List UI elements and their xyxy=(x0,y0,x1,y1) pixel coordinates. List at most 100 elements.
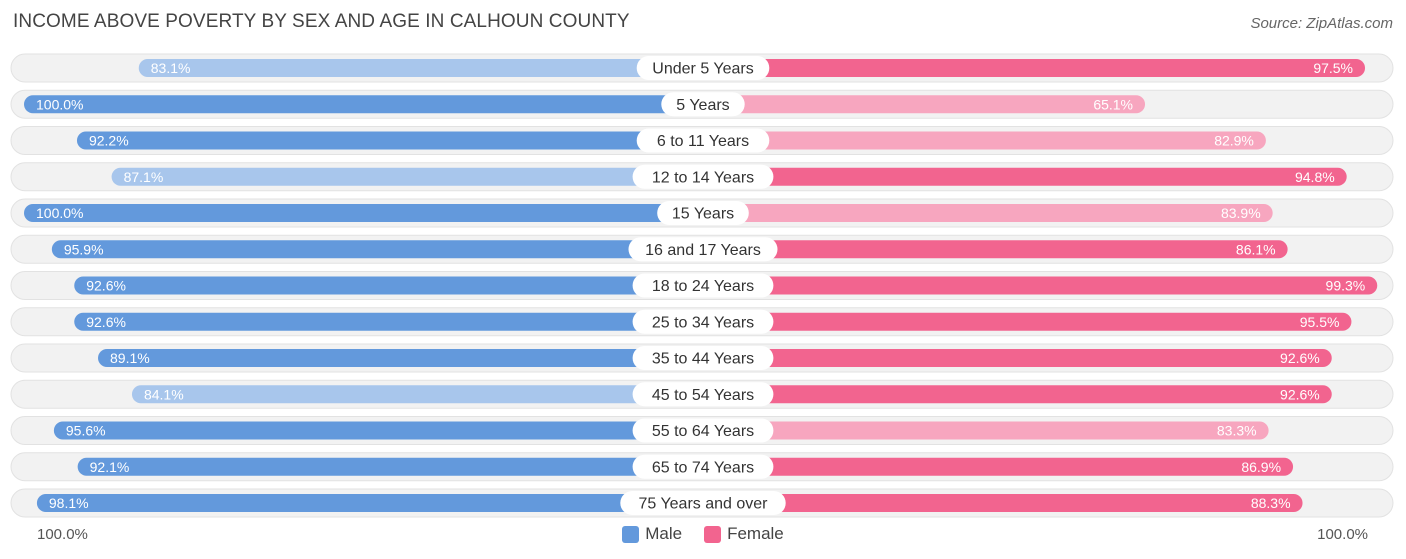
bar-male[interactable] xyxy=(36,494,703,512)
category-label: 5 Years xyxy=(676,97,729,114)
bar-male[interactable] xyxy=(74,276,704,295)
chart-row: 95.6% 83.3% 55 to 64 Years xyxy=(10,416,1394,445)
value-label-female: 65.1% xyxy=(1093,96,1133,112)
value-label-female: 83.9% xyxy=(1221,205,1261,221)
category-pill xyxy=(632,273,774,298)
bar-male[interactable] xyxy=(131,385,703,404)
chart-row: 87.1% 94.8% 12 to 14 Years xyxy=(10,162,1394,192)
value-label-female: 86.9% xyxy=(1241,459,1281,475)
value-label-male: 95.9% xyxy=(64,241,104,257)
value-label-male: 84.1% xyxy=(144,386,184,402)
bar-female[interactable] xyxy=(703,131,1266,150)
category-label: 35 to 44 Years xyxy=(652,351,754,368)
bar-female[interactable] xyxy=(703,494,1303,512)
category-label: 25 to 34 Years xyxy=(652,314,754,331)
value-label-female: 97.5% xyxy=(1313,60,1353,76)
bar-female[interactable] xyxy=(703,457,1294,476)
legend-swatch-female xyxy=(704,525,722,543)
bar-female[interactable] xyxy=(703,312,1352,331)
chart-row: 100.0% 83.9% 15 Years xyxy=(10,198,1394,228)
chart-row: 98.1% 88.3% 75 Years and over xyxy=(10,488,1394,518)
value-label-female: 82.9% xyxy=(1214,133,1254,149)
category-pill xyxy=(636,128,770,153)
source-label: Source: ZipAtlas.com xyxy=(1250,15,1393,32)
category-label: 15 Years xyxy=(672,206,734,223)
bar-male[interactable] xyxy=(53,421,704,440)
category-pill xyxy=(632,164,774,189)
chart-row: 84.1% 92.6% 45 to 54 Years xyxy=(10,379,1394,409)
chart-row: 100.0% 65.1% 5 Years xyxy=(10,89,1394,119)
bar-male[interactable] xyxy=(24,204,703,222)
bar-male[interactable] xyxy=(51,240,704,259)
value-label-male: 98.1% xyxy=(49,495,89,511)
legend-label-male: Male xyxy=(645,524,683,543)
bar-female[interactable] xyxy=(703,385,1332,404)
category-label: 75 Years and over xyxy=(639,496,769,513)
value-label-male: 83.1% xyxy=(151,60,191,76)
value-label-female: 92.6% xyxy=(1280,386,1320,402)
chart-row: 92.6% 95.5% 25 to 34 Years xyxy=(10,307,1394,337)
bar-male[interactable] xyxy=(74,312,704,331)
axis-right-label: 100.0% xyxy=(1317,526,1368,543)
legend-swatch-male xyxy=(622,525,640,543)
value-label-male: 100.0% xyxy=(36,205,83,221)
bar-male[interactable] xyxy=(24,95,703,114)
chart-row: 92.6% 99.3% 18 to 24 Years xyxy=(10,271,1394,300)
category-pill xyxy=(661,92,745,117)
chart-row: 92.1% 86.9% 65 to 74 Years xyxy=(10,452,1394,482)
bar-female[interactable] xyxy=(703,167,1347,186)
bar-male[interactable] xyxy=(76,131,704,150)
bar-female[interactable] xyxy=(703,421,1269,440)
value-label-male: 92.1% xyxy=(90,459,130,475)
chart-row: 89.1% 92.6% 35 to 44 Years xyxy=(10,343,1394,373)
bar-female[interactable] xyxy=(703,240,1288,259)
category-pill xyxy=(632,418,774,443)
value-label-female: 86.1% xyxy=(1236,241,1276,257)
category-label: 18 to 24 Years xyxy=(652,278,754,295)
value-label-male: 87.1% xyxy=(124,169,164,185)
value-label-female: 99.3% xyxy=(1326,278,1366,294)
value-label-male: 92.2% xyxy=(89,133,129,149)
category-label: 16 and 17 Years xyxy=(645,242,761,259)
category-pill xyxy=(632,382,774,407)
chart-row: 95.9% 86.1% 16 and 17 Years xyxy=(10,234,1394,264)
chart-row: 92.2% 82.9% 6 to 11 Years xyxy=(10,126,1394,155)
legend: Male Female xyxy=(0,524,1406,544)
bar-chart: 83.1% 97.5% Under 5 Years 100.0% 65.1% 5 Year… xyxy=(10,53,1394,518)
value-label-male: 95.6% xyxy=(66,423,106,439)
category-pill xyxy=(620,491,786,515)
category-label: 55 to 64 Years xyxy=(652,423,754,440)
category-pill xyxy=(632,309,774,334)
value-label-male: 92.6% xyxy=(86,278,126,294)
bar-male[interactable] xyxy=(111,167,703,186)
bar-female[interactable] xyxy=(703,276,1378,295)
category-label: 12 to 14 Years xyxy=(652,169,754,186)
value-label-male: 92.6% xyxy=(86,314,126,330)
bar-female[interactable] xyxy=(703,204,1273,222)
bar-male[interactable] xyxy=(98,349,704,367)
chart-title: INCOME ABOVE POVERTY BY SEX AND AGE IN C… xyxy=(13,11,630,32)
bar-female[interactable] xyxy=(703,59,1366,77)
category-label: 65 to 74 Years xyxy=(652,459,754,476)
value-label-female: 88.3% xyxy=(1251,495,1291,511)
legend-label-female: Female xyxy=(727,524,784,543)
value-label-female: 92.6% xyxy=(1280,350,1320,366)
bar-male[interactable] xyxy=(77,457,704,476)
bar-female[interactable] xyxy=(703,349,1332,367)
value-label-female: 95.5% xyxy=(1300,314,1340,330)
value-label-male: 100.0% xyxy=(36,96,83,112)
value-label-male: 89.1% xyxy=(110,350,150,366)
category-label: Under 5 Years xyxy=(652,61,753,78)
category-pill xyxy=(628,237,778,262)
legend-item-male[interactable]: Male xyxy=(622,524,682,544)
value-label-female: 94.8% xyxy=(1295,169,1335,185)
category-pill xyxy=(636,56,770,80)
legend-item-female[interactable]: Female xyxy=(704,524,784,544)
chart-row: 83.1% 97.5% Under 5 Years xyxy=(10,53,1394,83)
bar-female[interactable] xyxy=(703,95,1146,114)
bar-male[interactable] xyxy=(138,59,704,77)
value-label-female: 83.3% xyxy=(1217,423,1257,439)
category-pill xyxy=(657,201,749,225)
category-label: 45 to 54 Years xyxy=(652,387,754,404)
category-pill xyxy=(632,346,774,370)
